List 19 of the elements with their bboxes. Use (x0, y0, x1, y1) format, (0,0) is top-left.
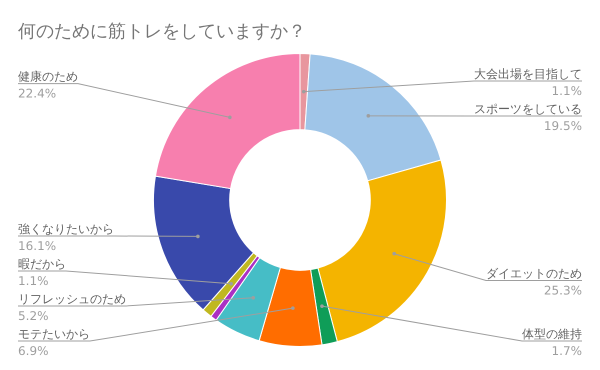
slice-label: モテたいから (18, 327, 90, 341)
data-label: 1.1% (18, 274, 48, 288)
data-label: 1.7% (552, 344, 582, 358)
data-label: 25.3% (544, 284, 582, 298)
data-label: 22.4% (18, 86, 56, 101)
slice-label: スポーツをしている (474, 102, 582, 116)
data-label: 6.9% (18, 344, 48, 358)
slice-label: 暇だから (18, 257, 66, 271)
chart-title: 何のために筋トレをしていますか？ (18, 21, 306, 42)
slice-label: 健康のため (18, 70, 78, 84)
slice-label: 強くなりたいから (18, 222, 114, 236)
slice-label: リフレッシュのため (18, 292, 126, 306)
slice-label: 体型の維持 (522, 327, 582, 341)
data-label: 19.5% (544, 119, 582, 133)
data-label: 16.1% (18, 239, 56, 253)
data-label: 5.2% (18, 309, 48, 323)
data-label: 1.1% (552, 84, 582, 98)
slice-label: 大会出場を目指して (474, 67, 582, 81)
slice-label: ダイエットのため (486, 266, 582, 281)
